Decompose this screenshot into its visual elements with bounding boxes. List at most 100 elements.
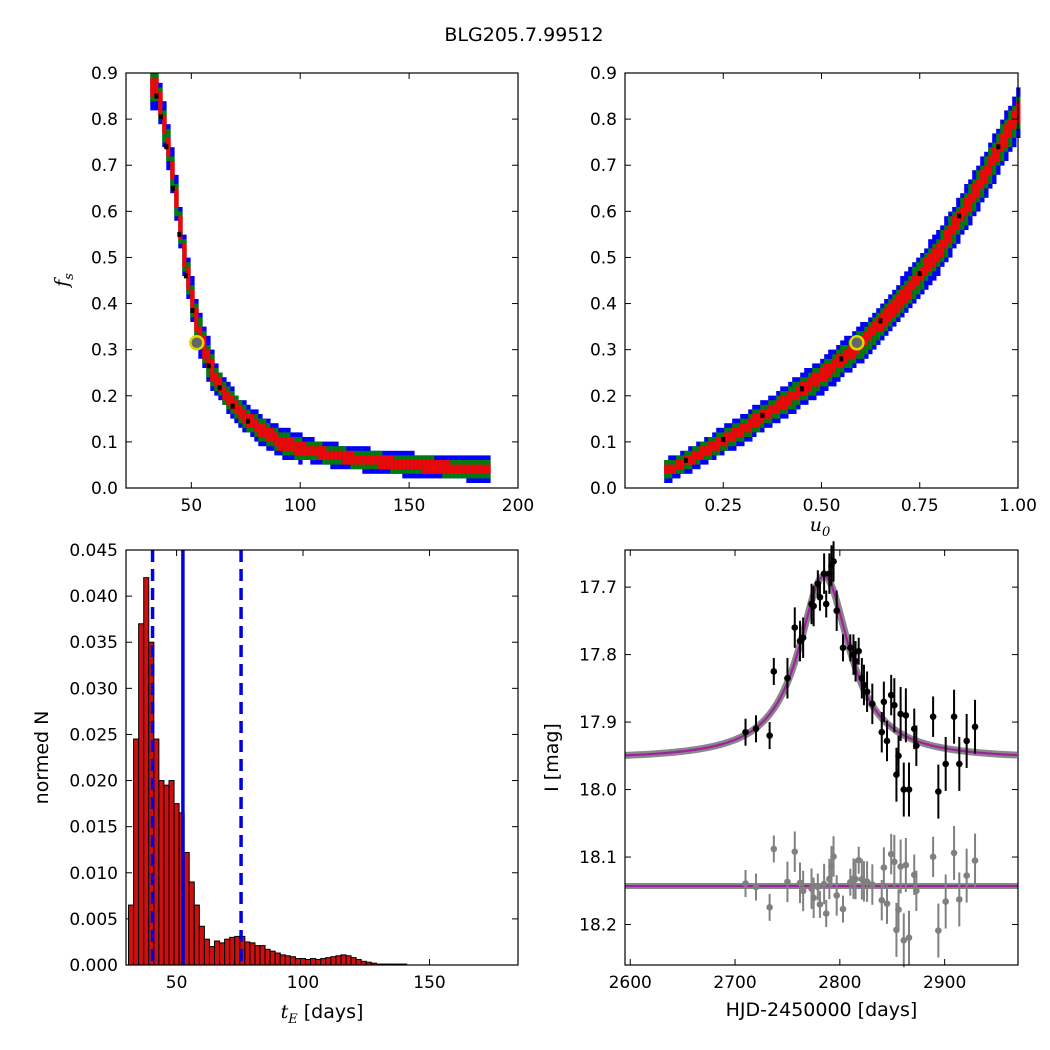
density-cell (354, 455, 359, 465)
best-density-cell (996, 144, 1001, 150)
density-cell (446, 460, 451, 474)
best-density-cell (183, 273, 188, 279)
y-tick-label: 0.4 (590, 295, 617, 315)
y-tick-label: 17.9 (579, 713, 617, 733)
data-point (891, 701, 898, 709)
density-cell (326, 450, 331, 460)
y-tick-label: 0.015 (69, 818, 118, 838)
plot-frame (624, 549, 1019, 966)
residual-point (742, 880, 749, 887)
residual-point (810, 894, 817, 902)
y-axis-label: I [mag] (541, 723, 563, 792)
histogram-bar (330, 956, 337, 966)
density-cell (892, 299, 897, 318)
data-point (791, 624, 799, 631)
histogram-bar (138, 623, 145, 966)
plot-frame (125, 72, 519, 489)
best-fit-marker (849, 335, 865, 351)
residual-point (913, 887, 920, 895)
density-cell (154, 78, 159, 97)
x-tick-label: 2800 (818, 973, 861, 993)
density-cell (278, 437, 283, 451)
data-point (752, 725, 760, 733)
histogram-bar (193, 904, 200, 966)
density-cell (696, 450, 701, 460)
data-point (820, 570, 828, 577)
density-cell (466, 464, 471, 474)
plot-frame (125, 549, 519, 966)
density-cell (202, 335, 207, 359)
data-point (822, 600, 830, 608)
x-tick-label: 1.00 (999, 496, 1037, 516)
y-tick-label: 17.7 (579, 578, 617, 598)
density-cell (688, 455, 693, 465)
x-tick-label: 150 (413, 973, 445, 993)
histogram-bar (315, 958, 322, 966)
density-cell (916, 271, 921, 286)
density-cell (214, 372, 219, 387)
residual-point (929, 853, 937, 861)
density-cell (370, 455, 375, 465)
residual-point (770, 845, 778, 853)
y-tick-label: 0.2 (590, 387, 617, 407)
data-point (852, 658, 859, 665)
histogram-bar (234, 935, 241, 966)
residual-point (814, 883, 822, 891)
density-cell (414, 460, 419, 470)
density-cell (150, 78, 155, 97)
density-cell (166, 138, 171, 157)
y-tick-label: 0.8 (590, 110, 617, 130)
density-cell (1008, 119, 1013, 138)
data-point (935, 788, 942, 795)
density-cell (996, 142, 1001, 161)
data-point (883, 737, 891, 745)
residual-point (830, 853, 837, 860)
residual-point (971, 857, 979, 864)
density-cell (1004, 124, 1009, 148)
histogram-bar (300, 958, 307, 966)
residual-point (900, 937, 908, 944)
density-cell (170, 161, 175, 180)
residual-point (880, 864, 888, 871)
data-point (863, 688, 871, 696)
y-tick-label: 0.3 (91, 341, 118, 361)
density-cell (836, 354, 841, 368)
residual-point (878, 896, 886, 904)
data-point (913, 742, 920, 749)
data-point (860, 681, 868, 689)
density-cell (470, 464, 475, 474)
density-cell (242, 409, 247, 424)
density-cell (876, 317, 881, 332)
x-axis-label: HJD-2450000 [days] (726, 999, 918, 1021)
density-cell (298, 441, 303, 456)
density-cell (418, 460, 423, 470)
y-tick-label: 0.4 (91, 295, 118, 315)
panel-light-curve: 2600 2700 2800 2900 17.7 17.8 17.9 18.0 18.1 18.2… (541, 541, 1019, 1021)
density-cell (904, 285, 909, 304)
model-band (623, 572, 1019, 759)
density-cell (912, 276, 917, 290)
density-cell (430, 460, 435, 474)
density-cell (972, 184, 977, 203)
x-tick-label: 2700 (713, 973, 756, 993)
histogram-bar (264, 948, 271, 966)
residual-point (816, 901, 824, 908)
density-cell (294, 441, 299, 456)
density-cell (486, 464, 491, 474)
best-density-cell (217, 385, 222, 391)
density-cell (386, 455, 391, 470)
data-point (810, 602, 817, 610)
best-density-cell (230, 403, 235, 409)
density-cell (868, 326, 873, 341)
x-tick-label: 2900 (923, 973, 966, 993)
density-cell (434, 460, 439, 474)
density-cell (394, 460, 399, 470)
x-tick-label: 0.75 (901, 496, 939, 516)
histogram-bar (279, 954, 286, 966)
density-cell (736, 427, 741, 437)
density-cell (988, 156, 993, 175)
density-cell (832, 358, 837, 373)
histogram-bar (325, 957, 332, 966)
residual-point (855, 856, 863, 864)
density-cell (764, 409, 769, 419)
